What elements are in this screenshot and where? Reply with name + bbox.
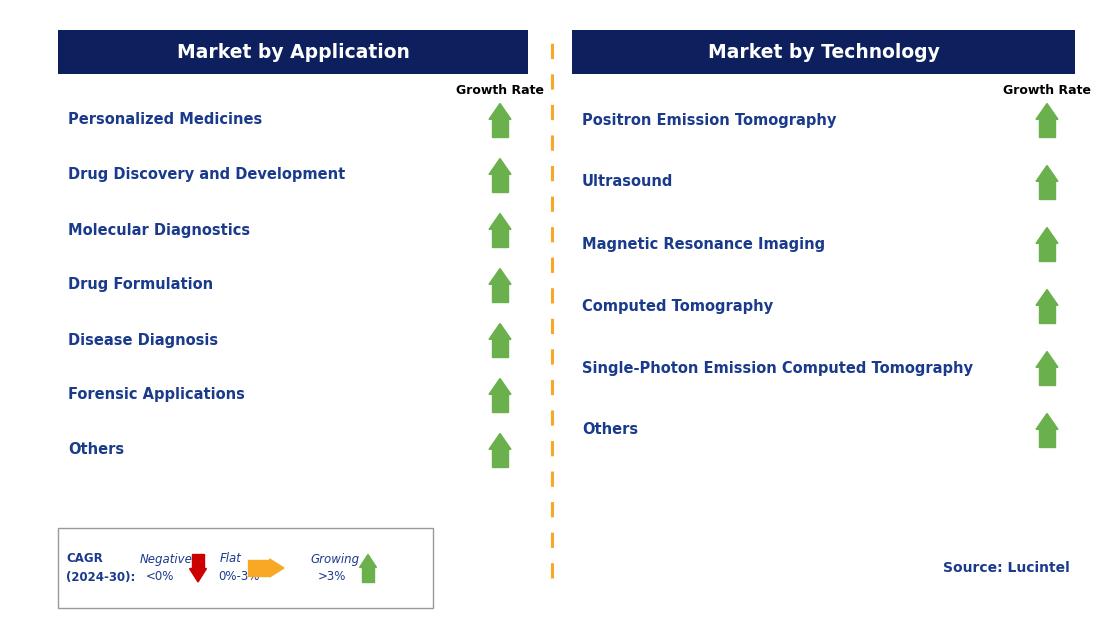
Text: Growth Rate: Growth Rate <box>1003 84 1091 96</box>
Polygon shape <box>363 567 374 581</box>
Text: Flat: Flat <box>220 553 242 565</box>
FancyBboxPatch shape <box>572 30 1075 74</box>
Polygon shape <box>493 339 508 357</box>
Text: (2024-30):: (2024-30): <box>66 570 136 584</box>
Polygon shape <box>1036 103 1058 119</box>
Polygon shape <box>493 285 508 302</box>
Polygon shape <box>189 568 207 582</box>
Polygon shape <box>1040 181 1054 198</box>
Polygon shape <box>1040 367 1054 385</box>
Polygon shape <box>1040 119 1054 137</box>
Polygon shape <box>489 214 512 229</box>
FancyBboxPatch shape <box>58 528 433 608</box>
Polygon shape <box>493 394 508 412</box>
Text: Drug Discovery and Development: Drug Discovery and Development <box>68 168 345 182</box>
Text: 0%-3%: 0%-3% <box>218 570 259 584</box>
Polygon shape <box>1040 243 1054 260</box>
Text: Personalized Medicines: Personalized Medicines <box>68 112 262 128</box>
Text: Disease Diagnosis: Disease Diagnosis <box>68 332 218 348</box>
Text: Market by Application: Market by Application <box>177 43 409 61</box>
Polygon shape <box>359 554 377 567</box>
Polygon shape <box>1036 290 1058 306</box>
Text: Source: Lucintel: Source: Lucintel <box>943 561 1070 575</box>
Text: <0%: <0% <box>146 570 175 584</box>
Polygon shape <box>493 174 508 191</box>
Polygon shape <box>1036 352 1058 367</box>
Text: Ultrasound: Ultrasound <box>582 175 674 189</box>
Polygon shape <box>493 119 508 137</box>
Polygon shape <box>192 554 203 568</box>
Polygon shape <box>493 229 508 246</box>
Text: CAGR: CAGR <box>66 553 102 565</box>
Polygon shape <box>489 433 512 449</box>
Polygon shape <box>1036 165 1058 181</box>
Text: Positron Emission Tomography: Positron Emission Tomography <box>582 112 836 128</box>
FancyBboxPatch shape <box>58 30 528 74</box>
Polygon shape <box>489 378 512 394</box>
Text: Negative: Negative <box>140 553 192 565</box>
Text: Single-Photon Emission Computed Tomography: Single-Photon Emission Computed Tomograp… <box>582 360 973 376</box>
Polygon shape <box>1040 306 1054 322</box>
Polygon shape <box>248 560 269 575</box>
Text: Market by Technology: Market by Technology <box>707 43 940 61</box>
Text: Others: Others <box>68 443 125 457</box>
Polygon shape <box>489 269 512 285</box>
Text: Molecular Diagnostics: Molecular Diagnostics <box>68 223 250 237</box>
Text: >3%: >3% <box>318 570 346 584</box>
Polygon shape <box>489 158 512 174</box>
Text: Growing: Growing <box>310 553 359 565</box>
Polygon shape <box>1036 228 1058 243</box>
Polygon shape <box>1036 413 1058 429</box>
Text: Forensic Applications: Forensic Applications <box>68 387 245 403</box>
Polygon shape <box>493 449 508 466</box>
Text: Others: Others <box>582 422 638 438</box>
Text: Growth Rate: Growth Rate <box>456 84 544 96</box>
Polygon shape <box>269 559 284 577</box>
Text: Computed Tomography: Computed Tomography <box>582 299 773 313</box>
Polygon shape <box>489 103 512 119</box>
Polygon shape <box>1040 429 1054 447</box>
Text: Magnetic Resonance Imaging: Magnetic Resonance Imaging <box>582 237 825 251</box>
Text: Drug Formulation: Drug Formulation <box>68 278 214 292</box>
Polygon shape <box>489 323 512 339</box>
